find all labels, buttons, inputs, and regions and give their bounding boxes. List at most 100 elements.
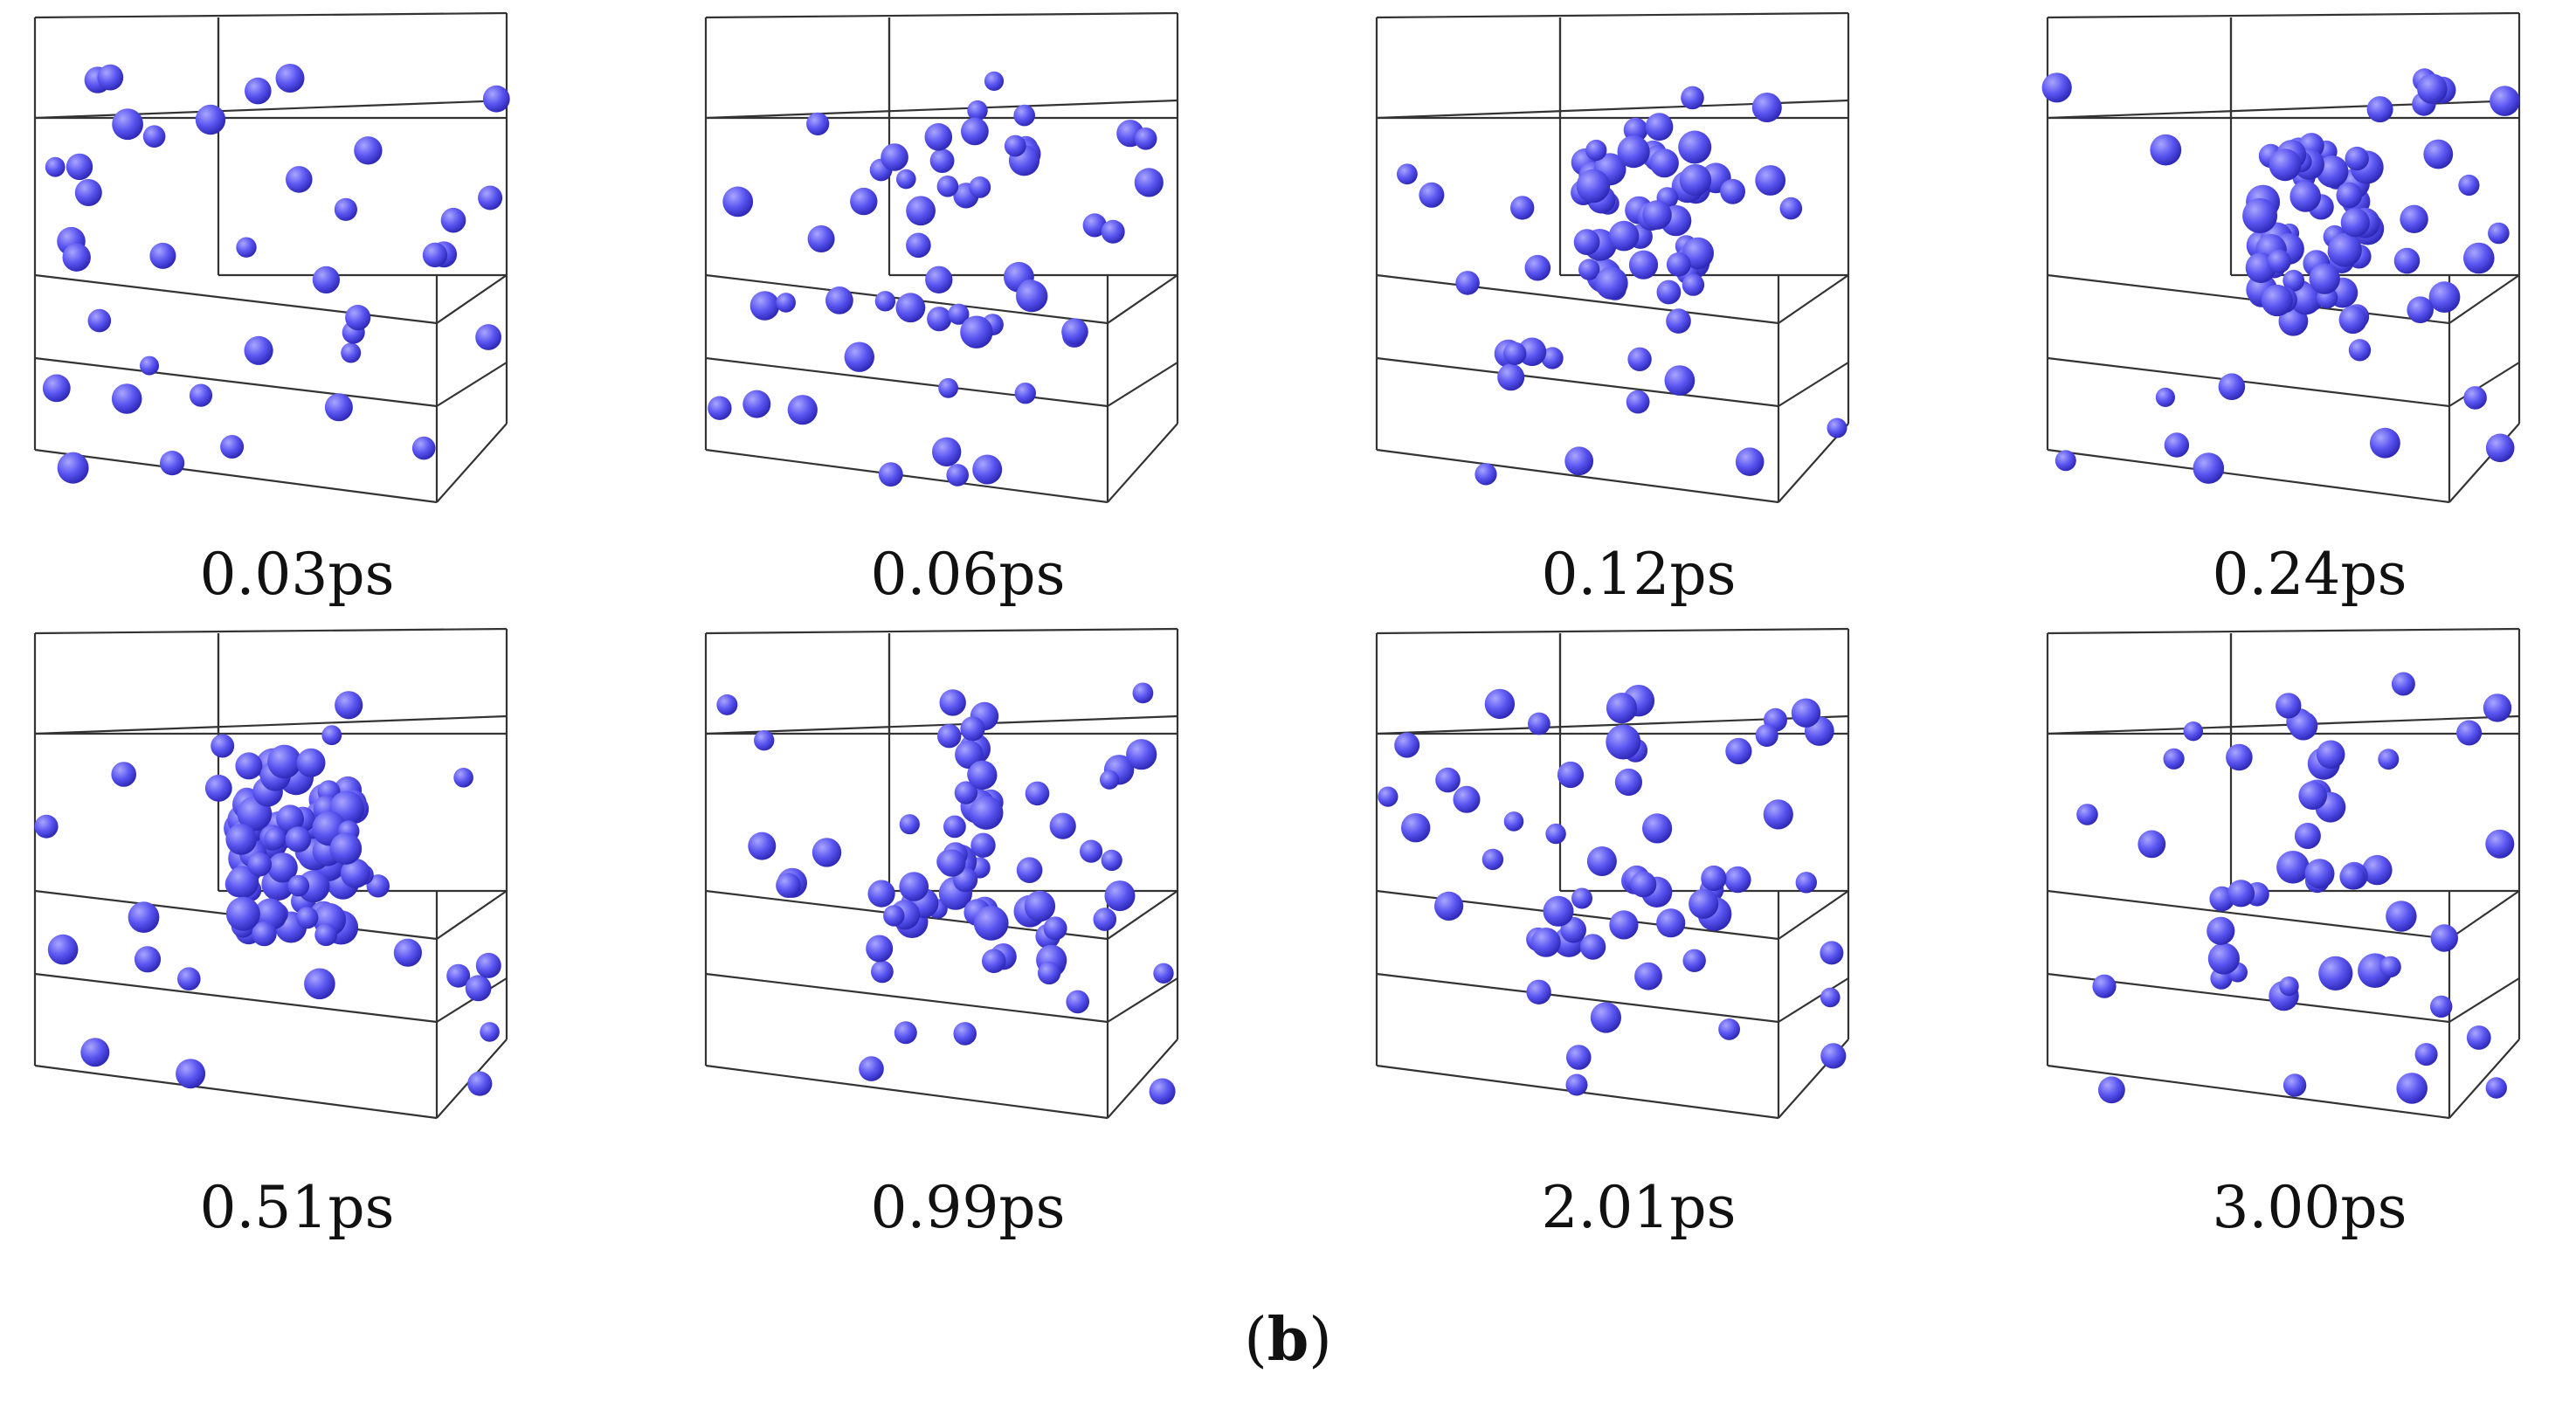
particle [1435, 767, 1461, 793]
particle [2289, 711, 2318, 741]
particle [1153, 963, 1174, 984]
particle [906, 232, 931, 259]
box-edge [34, 99, 508, 120]
particle [871, 960, 894, 984]
particle [1681, 86, 1704, 110]
particle [149, 242, 176, 269]
box-edge [1778, 274, 1849, 324]
particle [2485, 1077, 2507, 1099]
box-edge [2448, 423, 2520, 503]
particle [2428, 281, 2461, 313]
particle [176, 1059, 206, 1089]
particle [2193, 452, 2225, 484]
particle [244, 335, 273, 365]
simulation-box [2041, 11, 2521, 504]
particle [2414, 1043, 2438, 1066]
caption-close-paren: ) [1309, 1306, 1332, 1375]
particle [2316, 740, 2345, 770]
particle [1656, 908, 1686, 938]
particle [393, 938, 422, 967]
particle [2155, 387, 2175, 407]
particle [1579, 934, 1606, 960]
box-edge [34, 448, 438, 504]
particle [1530, 928, 1561, 957]
snapshot-panel: 0.24ps [2041, 11, 2572, 604]
particle [896, 169, 916, 190]
particle [844, 342, 874, 372]
particle [972, 454, 1003, 485]
particle [220, 435, 245, 459]
particle [2289, 181, 2321, 212]
box-edge [34, 11, 508, 19]
particle [275, 64, 305, 93]
box-edge [34, 972, 438, 1024]
particle [160, 451, 185, 476]
particle [787, 395, 818, 425]
particle [927, 307, 952, 332]
particle [748, 832, 777, 860]
time-label: 0.06ps [870, 541, 1066, 608]
particle [938, 377, 958, 398]
particle [2417, 73, 2448, 104]
particle [42, 374, 71, 403]
particle [1779, 197, 1803, 220]
particle [1149, 1078, 1176, 1105]
box-edge [2448, 1039, 2520, 1119]
particle [475, 324, 501, 350]
particle [453, 768, 473, 788]
particle [1474, 463, 1497, 486]
time-label: 0.12ps [1541, 541, 1737, 608]
particle [2267, 249, 2291, 273]
particle [1543, 895, 1574, 927]
particle [211, 734, 235, 758]
simulation-box [1375, 11, 1850, 504]
particle [2282, 269, 2305, 292]
box-edge [1107, 890, 1178, 940]
particle [97, 64, 124, 91]
snapshot-panel: 2.01ps [1375, 627, 1901, 1237]
particle [1666, 252, 1691, 277]
particle [2276, 693, 2302, 719]
particle [2279, 976, 2299, 997]
particle [1497, 363, 1525, 391]
particle [314, 923, 338, 947]
particle [1134, 168, 1164, 197]
box-edge [2448, 274, 2520, 324]
particle [2393, 247, 2421, 274]
particle [2226, 743, 2253, 771]
particle [1642, 813, 1673, 844]
particle [1013, 104, 1035, 127]
particle [87, 308, 112, 333]
particle [1645, 113, 1674, 141]
box-edge [436, 890, 508, 940]
particle [1025, 781, 1050, 806]
box-edge [1376, 356, 1779, 408]
box-edge [34, 714, 508, 735]
box-edge [1376, 972, 1779, 1024]
particle [2485, 829, 2515, 859]
particle [1682, 273, 1705, 296]
particle [938, 849, 966, 877]
particle [866, 935, 894, 963]
snapshot-panel: 0.99ps [704, 627, 1230, 1237]
particle [296, 748, 326, 777]
particle [1578, 259, 1600, 280]
particle [906, 196, 936, 226]
particle [2289, 283, 2322, 315]
particle [1609, 910, 1639, 940]
particle [722, 186, 754, 217]
snapshot-panel: 3.00ps [2046, 627, 2572, 1237]
particle [2396, 1073, 2428, 1104]
caption-letter: b [1267, 1305, 1309, 1375]
particle [937, 724, 962, 749]
particle [286, 166, 313, 193]
particle [925, 266, 953, 293]
particle [1024, 890, 1056, 922]
box-edge [2047, 627, 2520, 635]
particle [1571, 887, 1592, 909]
particle [1820, 941, 1844, 965]
particle [2386, 901, 2417, 932]
particle [341, 342, 362, 363]
snapshot-panel: 0.06ps [704, 11, 1230, 604]
time-label: 3.00ps [2212, 1174, 2407, 1241]
